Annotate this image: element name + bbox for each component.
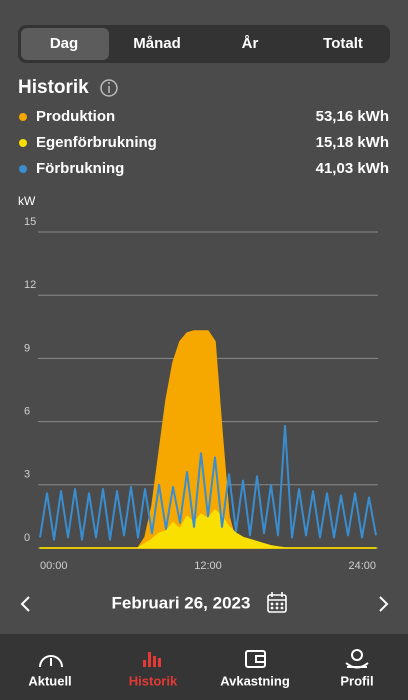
prev-day[interactable] xyxy=(20,596,30,612)
y-tick-label: 6 xyxy=(24,406,30,418)
tab[interactable]: År xyxy=(242,35,259,52)
profile-icon xyxy=(345,649,369,669)
x-tick-label: 24:00 xyxy=(348,560,376,572)
chart: 0 3 6 9 12 15 00:00 12:00 24:00 xyxy=(24,216,378,572)
y-tick-label: 15 xyxy=(24,216,36,228)
area xyxy=(39,509,377,549)
y-tick-label: 9 xyxy=(24,342,30,354)
nav-item[interactable]: Avkastning xyxy=(220,673,290,688)
gauge-icon xyxy=(39,655,63,668)
section-title: Historik xyxy=(18,77,89,98)
legend-label: Egenförbrukning xyxy=(36,134,157,151)
bars-icon xyxy=(143,652,161,667)
y-axis-label: kW xyxy=(18,194,36,208)
date-label: Februari 26, 2023 xyxy=(112,593,251,612)
info-icon[interactable] xyxy=(100,79,118,97)
x-tick-label: 00:00 xyxy=(40,560,68,572)
nav-item-active[interactable]: Historik xyxy=(129,673,178,688)
y-tick-label: 12 xyxy=(24,279,36,291)
bottom-nav xyxy=(0,634,408,700)
nav-item[interactable]: Aktuell xyxy=(28,673,71,688)
tab-bar xyxy=(18,25,390,63)
legend-total: 53,16 kWh xyxy=(316,108,389,125)
y-tick-label: 0 xyxy=(24,532,30,544)
y-tick-label: 3 xyxy=(24,469,30,481)
wallet-icon xyxy=(245,650,266,668)
line xyxy=(39,424,377,541)
legend-dot xyxy=(19,165,27,173)
legend-total: 15,18 kWh xyxy=(316,134,389,151)
x-tick-label: 12:00 xyxy=(194,560,222,572)
legend-dot xyxy=(19,113,27,121)
calendar-icon[interactable] xyxy=(267,592,287,613)
tab-selected xyxy=(21,28,109,60)
nav-item[interactable]: Profil xyxy=(340,673,373,688)
legend-label: Produktion xyxy=(36,108,115,125)
legend-total: 41,03 kWh xyxy=(316,160,389,177)
tab[interactable]: Dag xyxy=(50,35,78,52)
legend-label: Förbrukning xyxy=(36,160,124,177)
tab[interactable]: Totalt xyxy=(323,35,363,52)
next-day[interactable] xyxy=(379,596,389,612)
tab[interactable]: Månad xyxy=(133,35,181,52)
legend-dot xyxy=(19,139,27,147)
